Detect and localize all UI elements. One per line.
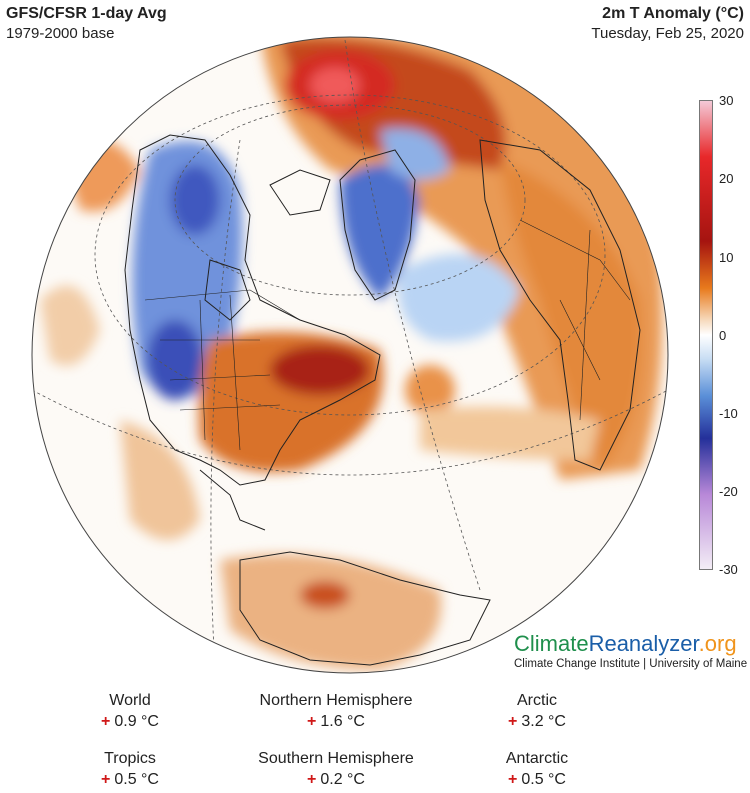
anomaly-globe-map	[31, 36, 669, 674]
brand-part-climate: Climate	[514, 631, 589, 656]
brand-part-reanalyzer: Reanalyzer	[588, 631, 699, 656]
anomaly-field	[40, 37, 663, 670]
stat-sign: +	[307, 771, 317, 788]
stat-antarctic: Antarctic +0.5 °C	[447, 748, 627, 790]
stat-value: 0.2 °C	[320, 771, 365, 788]
colorbar-tick: 10	[719, 250, 734, 265]
stat-label: Antarctic	[505, 750, 569, 767]
stat-northern-hemisphere: Northern Hemisphere +1.6 °C	[246, 690, 426, 732]
colorbar-tick: 30	[719, 93, 734, 108]
colorbar-tick: -30	[719, 562, 738, 577]
colorbar-tick: 20	[719, 171, 734, 186]
stat-label: Tropics	[104, 750, 156, 767]
stat-arctic: Arctic +3.2 °C	[447, 690, 627, 732]
colorbar-tick: 0	[719, 328, 727, 343]
stat-sign: +	[101, 713, 111, 730]
header-right: 2m T Anomaly (°C) Tuesday, Feb 25, 2020	[591, 4, 744, 44]
stat-label: Arctic	[517, 692, 557, 709]
stat-label: World	[109, 692, 151, 709]
colorbar-tick: -20	[719, 484, 738, 499]
graticule	[32, 39, 668, 671]
product-title: GFS/CFSR 1-day Avg	[6, 5, 167, 22]
coastlines	[124, 134, 641, 666]
brand-logo[interactable]: ClimateReanalyzer.org	[514, 631, 737, 657]
stat-sign: +	[508, 771, 518, 788]
baseline-period: 1979-2000 base	[6, 25, 115, 42]
brand-part-org: .org	[698, 631, 737, 656]
stat-sign: +	[508, 713, 518, 730]
stat-world: World +0.9 °C	[40, 690, 220, 732]
stat-southern-hemisphere: Southern Hemisphere +0.2 °C	[246, 748, 426, 790]
stat-value: 0.5 °C	[114, 771, 159, 788]
stat-value: 0.9 °C	[114, 713, 159, 730]
header-left: GFS/CFSR 1-day Avg 1979-2000 base	[6, 4, 167, 44]
stat-sign: +	[101, 771, 111, 788]
brand-subtitle: Climate Change Institute | University of…	[514, 658, 748, 670]
stat-tropics: Tropics +0.5 °C	[40, 748, 220, 790]
variable-title: 2m T Anomaly (°C)	[602, 5, 744, 22]
stat-value: 0.5 °C	[521, 771, 566, 788]
globe-outline	[31, 36, 669, 674]
stat-label: Southern Hemisphere	[258, 750, 414, 767]
colorbar-tick: -10	[719, 406, 738, 421]
stat-sign: +	[307, 713, 317, 730]
borders	[144, 219, 631, 451]
stat-value: 3.2 °C	[521, 713, 566, 730]
map-date: Tuesday, Feb 25, 2020	[591, 25, 744, 42]
stat-value: 1.6 °C	[320, 713, 365, 730]
colorbar	[699, 100, 713, 570]
stat-label: Northern Hemisphere	[259, 692, 413, 709]
